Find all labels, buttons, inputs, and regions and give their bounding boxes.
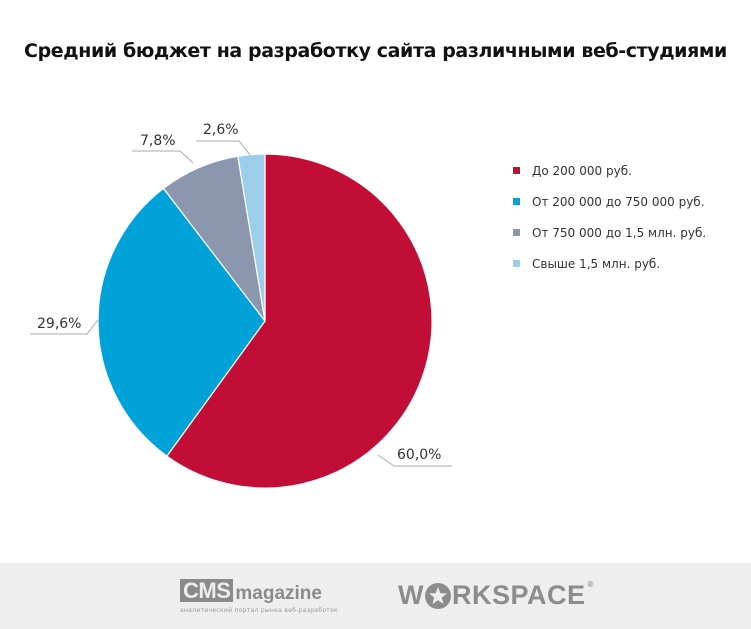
star-icon <box>424 582 451 609</box>
legend-swatch <box>513 198 520 205</box>
legend-label: От 200 000 до 750 000 руб. <box>532 194 705 209</box>
legend-item: Свыше 1,5 млн. руб. <box>513 248 706 279</box>
workspace-logo-rest: RKSPACE <box>451 580 586 610</box>
cms-logo-text: magazine <box>235 583 322 604</box>
slice-label-60: 60,0% <box>397 447 442 463</box>
slice-label-29: 29,6% <box>37 316 82 332</box>
legend-item: От 750 000 до 1,5 млн. руб. <box>513 217 706 248</box>
legend-label: Свыше 1,5 млн. руб. <box>532 256 661 271</box>
cms-logo-box: CMS <box>180 579 234 602</box>
workspace-logo: W RKSPACE ® <box>398 580 594 611</box>
legend-swatch <box>513 167 520 174</box>
chart-legend: До 200 000 руб. От 200 000 до 750 000 ру… <box>513 155 706 279</box>
leader-line-2 <box>196 140 251 156</box>
footer: CMS magazine аналитический портал рынка в… <box>0 563 751 629</box>
pie-slice <box>166 153 433 489</box>
slice-label-7: 7,8% <box>140 133 176 149</box>
cms-magazine-logo: CMS magazine аналитический портал рынка в… <box>180 579 338 614</box>
legend-swatch <box>513 260 520 267</box>
leader-lines <box>30 140 452 467</box>
pie-chart <box>30 140 452 489</box>
leader-line-29 <box>30 319 99 335</box>
legend-label: До 200 000 руб. <box>532 163 632 178</box>
chart-title: Средний бюджет на разработку сайта разли… <box>24 40 727 62</box>
legend-swatch <box>513 229 520 236</box>
legend-label: От 750 000 до 1,5 млн. руб. <box>532 225 707 240</box>
registered-mark: ® <box>587 580 594 589</box>
pie-slice <box>97 187 266 457</box>
slice-label-2: 2,6% <box>203 122 239 138</box>
leader-line-7 <box>132 150 194 164</box>
leader-line-60 <box>377 454 452 467</box>
workspace-logo-w: W <box>398 580 424 610</box>
pie-slice <box>237 153 266 322</box>
legend-item: До 200 000 руб. <box>513 155 706 186</box>
cms-tagline: аналитический портал рынка веб-разработо… <box>180 607 338 614</box>
pie-slices <box>97 153 433 489</box>
legend-item: От 200 000 до 750 000 руб. <box>513 186 706 217</box>
